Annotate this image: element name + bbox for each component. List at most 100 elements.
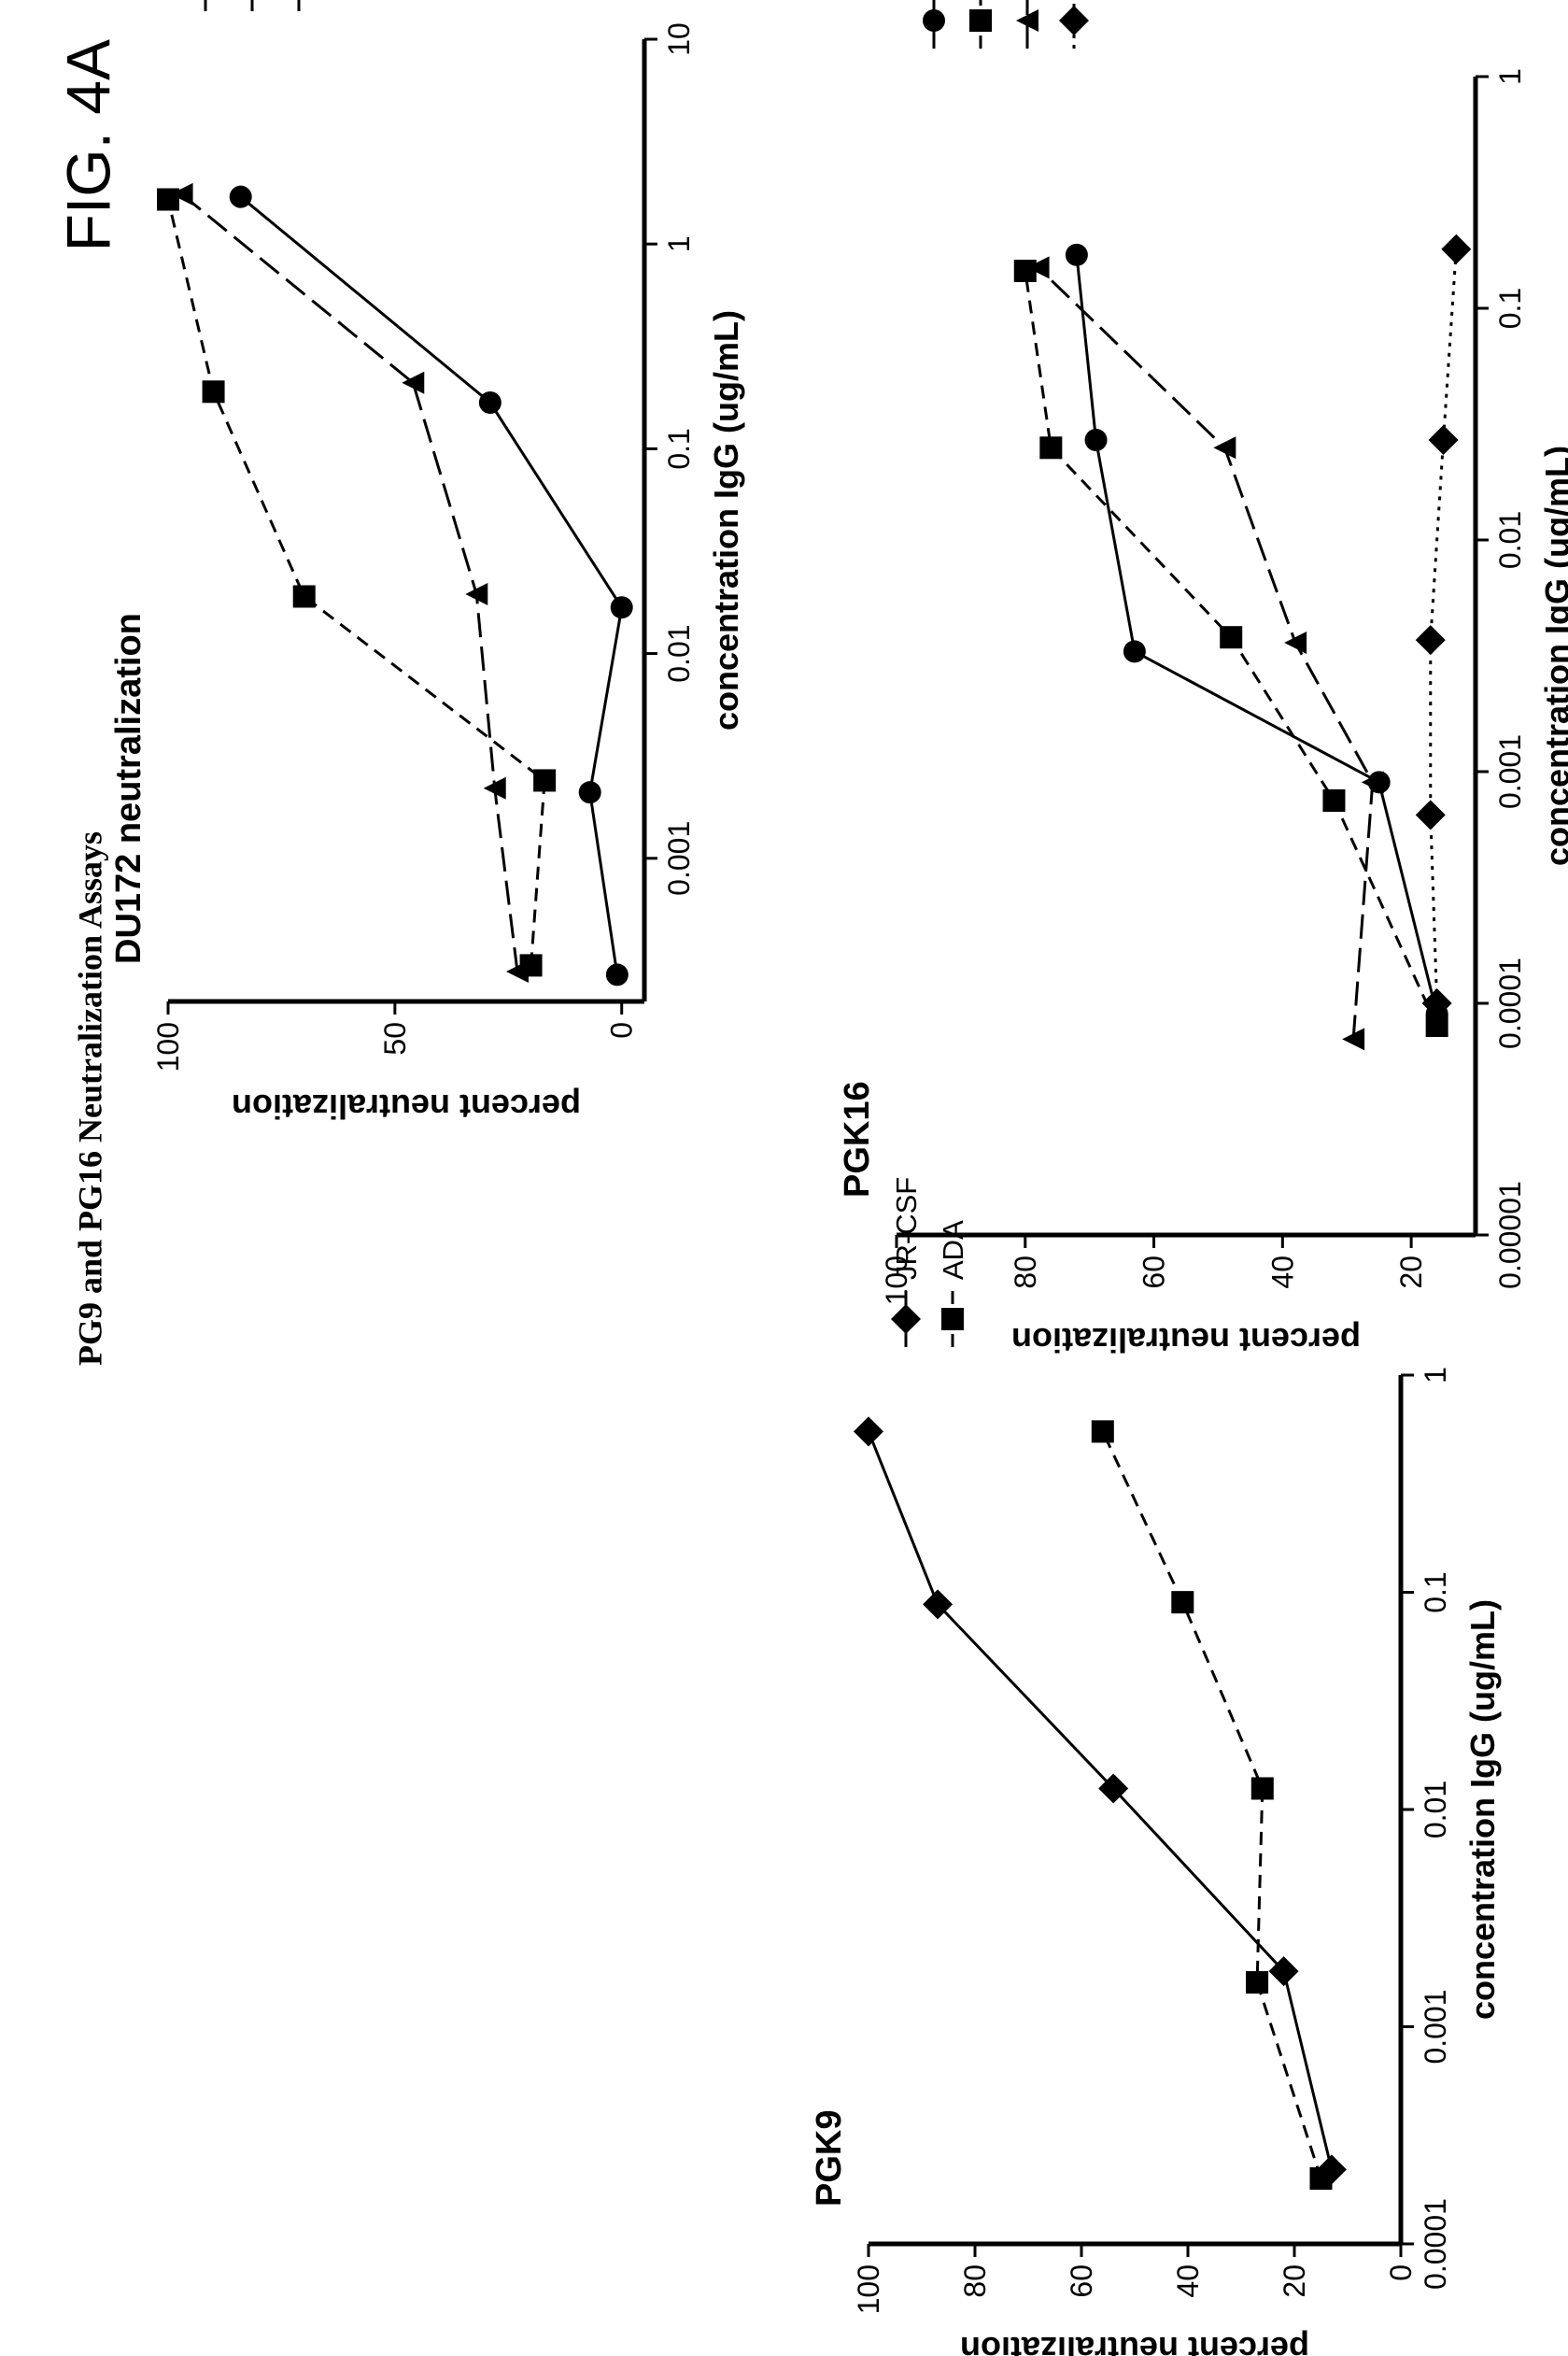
data-point: [506, 959, 529, 983]
legend-entry: b12-DU172: [297, 0, 301, 11]
series-line: [1101, 1430, 1322, 2179]
chart-panel-3: 0.00001 0.0001 0.001 0.01 0.1 1 20 40 60 80 100 con…: [838, 0, 1568, 1359]
series-PGK9-DU172: [229, 185, 633, 986]
x-tick-label: 0.01: [1493, 511, 1527, 569]
data-point: [578, 781, 601, 804]
series-ADA: [1091, 1420, 1333, 2191]
series-PGK16-JR-CSF: [1065, 243, 1448, 1026]
legend-marker: [891, 1304, 921, 1334]
data-point: [610, 596, 633, 619]
y-tick-label: 60: [1065, 2264, 1098, 2298]
legend-entry: ADA: [937, 1220, 969, 1347]
y-tick-label: 0: [1384, 2264, 1418, 2281]
legend-marker: [969, 9, 992, 32]
x-tick-label: 0.1: [662, 428, 696, 469]
legend-entry: JR-CSF: [890, 1177, 923, 1347]
data-point: [1309, 2167, 1333, 2191]
data-point: [605, 963, 629, 986]
x-axis-label: concentration IgG (ug/mL): [1538, 446, 1568, 866]
data-point: [292, 585, 316, 608]
data-point: [1250, 1777, 1274, 1800]
legend-marker: [1016, 9, 1038, 32]
data-point: [1425, 1015, 1448, 1038]
x-tick-label: 1: [1419, 1367, 1452, 1384]
legend-marker: [923, 9, 945, 32]
data-point: [1421, 988, 1452, 1018]
series-line: [1429, 248, 1458, 1004]
x-tick-label: 0.001: [662, 821, 696, 896]
series-PGK16-DU172: [157, 188, 557, 977]
y-tick-label: 100: [151, 1022, 185, 1072]
data-point: [1171, 1591, 1194, 1614]
series-PGK16-ADA: [1013, 259, 1448, 1038]
data-point: [478, 391, 501, 415]
legend-label: ADA: [937, 1220, 969, 1280]
y-tick-label: 20: [1394, 1256, 1428, 1289]
x-tick-label: 1: [1493, 68, 1527, 85]
y-axis-label: percent neutralization: [960, 2330, 1309, 2356]
data-point: [1441, 234, 1472, 264]
y-tick-label: 80: [958, 2264, 992, 2298]
data-point: [1123, 640, 1146, 663]
data-point: [1213, 436, 1236, 460]
x-tick-label: 10: [662, 22, 696, 56]
y-axis-label: percent neutralization: [232, 1087, 581, 1126]
legend-entry: PGK16-JR-FL: [1059, 0, 1089, 49]
y-tick-label: 40: [1171, 2264, 1205, 2298]
y-tick-label: 0: [605, 1022, 639, 1039]
legend-label: JR-CSF: [890, 1177, 923, 1280]
chart-title: PGK16: [838, 1081, 877, 1198]
data-point: [1415, 800, 1446, 830]
x-axis-label: concentration IgG (ug/mL): [1463, 1599, 1502, 2020]
legend-entry: PGK16-ADA: [969, 0, 992, 49]
series-JR-CSF: [854, 1416, 1347, 2185]
y-tick-label: 60: [1137, 1256, 1171, 1289]
y-tick-label: 50: [378, 1022, 412, 1056]
y-axis-label: percent neutralization: [1011, 1321, 1361, 1359]
x-tick-label: 0.001: [1493, 734, 1527, 809]
y-tick-label: 20: [1278, 2264, 1311, 2298]
data-point: [402, 371, 425, 394]
figure-title: PG9 and PG16 Neutralization Assays: [71, 831, 108, 1366]
x-tick-label: 0.1: [1493, 288, 1527, 329]
y-tick-label: 100: [852, 2264, 885, 2314]
data-point: [202, 380, 225, 404]
series-line: [180, 192, 519, 972]
legend-entry: PGK16-YU2: [1016, 0, 1038, 49]
y-tick-label: 100: [880, 1256, 913, 1305]
x-tick-label: 0.01: [662, 624, 696, 682]
x-tick-label: 1: [662, 235, 696, 252]
chart-title: PGK9: [810, 2110, 849, 2207]
data-point: [1322, 788, 1346, 812]
data-point: [465, 583, 488, 606]
series-line: [1075, 254, 1439, 1015]
data-point: [1415, 625, 1446, 656]
series-line: [166, 199, 546, 966]
x-tick-label: 0.0001: [1419, 2198, 1452, 2290]
x-axis-label: concentration IgG (ug/mL): [707, 310, 745, 731]
data-point: [1220, 626, 1243, 649]
legend-marker: [941, 1308, 964, 1330]
data-point: [170, 182, 193, 206]
data-point: [1065, 243, 1088, 266]
data-point: [229, 185, 252, 208]
data-point: [483, 776, 506, 800]
data-point: [1026, 256, 1050, 279]
data-point: [1084, 429, 1108, 452]
data-point: [1428, 425, 1459, 456]
chart-title: DU172 neutralization: [109, 613, 148, 964]
series-b12-DU172: [170, 182, 529, 983]
data-point: [533, 769, 557, 792]
data-point: [1246, 1971, 1269, 1994]
series-line: [1037, 266, 1375, 1040]
legend-entry: PGK9-DU172: [204, 0, 207, 11]
x-tick-label: 0.1: [1419, 1571, 1452, 1612]
x-tick-label: 0.00001: [1493, 1181, 1527, 1289]
x-tick-label: 0.001: [1419, 1989, 1452, 2064]
figure-label: FIG. 4A: [53, 39, 122, 251]
legend-entry: PGK16-DU172: [250, 0, 254, 11]
data-point: [1342, 1028, 1365, 1051]
data-point: [1039, 436, 1063, 460]
